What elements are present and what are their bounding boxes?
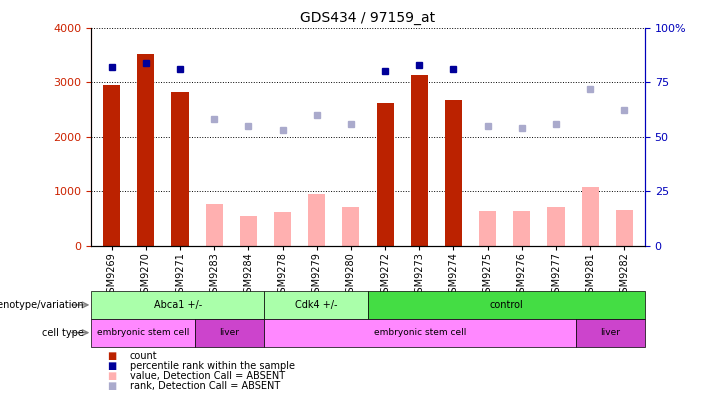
Text: ■: ■ — [107, 371, 117, 381]
Bar — [91, 291, 264, 319]
Bar — [616, 210, 633, 246]
Bar — [195, 319, 264, 346]
Bar — [91, 319, 195, 346]
Text: cell type: cell type — [42, 327, 84, 338]
Text: liver: liver — [219, 328, 240, 337]
Text: ■: ■ — [107, 381, 117, 391]
Bar — [308, 194, 325, 246]
Text: liver: liver — [600, 328, 620, 337]
Title: GDS434 / 97159_at: GDS434 / 97159_at — [301, 11, 435, 25]
Bar — [274, 212, 291, 246]
Bar — [411, 75, 428, 246]
Text: percentile rank within the sample: percentile rank within the sample — [130, 361, 294, 371]
Text: value, Detection Call = ABSENT: value, Detection Call = ABSENT — [130, 371, 285, 381]
Text: rank, Detection Call = ABSENT: rank, Detection Call = ABSENT — [130, 381, 280, 391]
Text: count: count — [130, 351, 157, 362]
Text: Abca1 +/-: Abca1 +/- — [154, 300, 202, 310]
Text: control: control — [489, 300, 524, 310]
Text: genotype/variation: genotype/variation — [0, 300, 84, 310]
Bar — [264, 291, 368, 319]
Bar — [547, 208, 564, 246]
Bar — [137, 54, 154, 246]
Bar — [582, 187, 599, 246]
Text: ■: ■ — [107, 361, 117, 371]
Bar — [479, 211, 496, 246]
Text: embryonic stem cell: embryonic stem cell — [97, 328, 189, 337]
Bar — [172, 92, 189, 246]
Bar — [376, 103, 394, 246]
Bar — [342, 208, 360, 246]
Bar — [445, 99, 462, 246]
Bar — [205, 204, 223, 246]
Bar — [240, 215, 257, 246]
Bar — [576, 319, 645, 346]
Text: Cdk4 +/-: Cdk4 +/- — [295, 300, 337, 310]
Text: embryonic stem cell: embryonic stem cell — [374, 328, 466, 337]
Bar — [264, 319, 576, 346]
Bar — [103, 85, 120, 246]
Bar — [513, 211, 531, 246]
Text: ■: ■ — [107, 351, 117, 362]
Bar — [368, 291, 645, 319]
